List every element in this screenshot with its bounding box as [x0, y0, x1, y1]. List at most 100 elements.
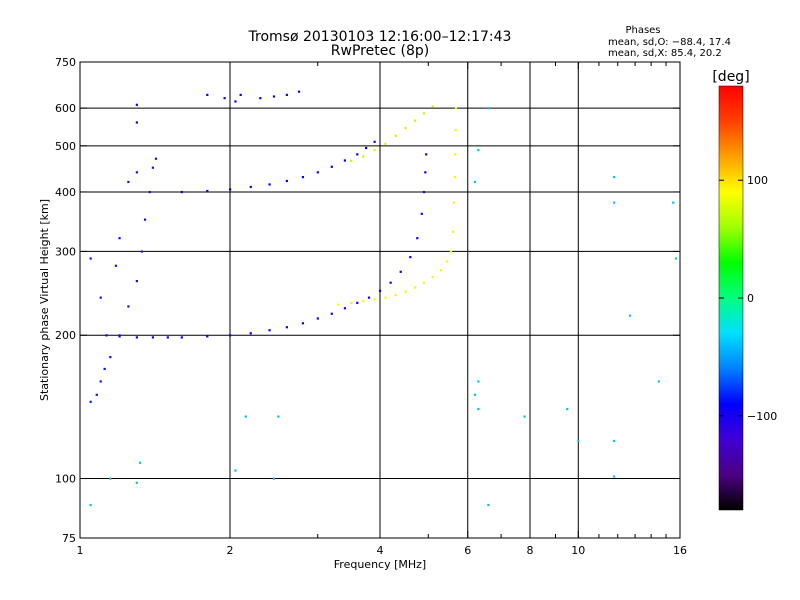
data-point [272, 95, 276, 98]
x-tick-label: 1 [77, 544, 84, 557]
data-point [135, 481, 138, 484]
data-point [277, 415, 280, 418]
data-point [89, 503, 92, 507]
data-point [439, 269, 443, 272]
data-point [285, 179, 288, 183]
data-point [234, 469, 237, 472]
data-point [413, 286, 417, 289]
data-point [362, 300, 365, 303]
data-point [629, 314, 632, 317]
data-point [109, 356, 112, 359]
data-point [223, 97, 226, 100]
data-point [143, 218, 147, 221]
x-tick-label: 10 [571, 544, 585, 557]
data-point [431, 276, 434, 279]
data-point [151, 166, 155, 169]
data-point [234, 100, 237, 103]
data-point [135, 171, 138, 174]
data-point [99, 380, 102, 383]
data-point [477, 407, 480, 411]
data-point [343, 159, 347, 162]
stats-line-x: mean, sd,X: 85.4, 20.2 [608, 48, 722, 59]
data-point [404, 290, 407, 293]
data-point [103, 367, 106, 371]
x-axis-label: Frequency [MHz] [334, 558, 426, 571]
axis-ticks: 1 2 4 6 8 10 16 75 100 200 300 400 500 600 750 [55, 56, 687, 557]
data-point [301, 175, 305, 179]
data-point [422, 281, 426, 284]
data-point [373, 140, 376, 143]
data-point [206, 189, 209, 193]
data-point [425, 153, 428, 156]
data-point [105, 334, 108, 337]
data-point [140, 250, 143, 253]
grid-lines [80, 62, 680, 538]
data-point [297, 90, 301, 93]
data-point [453, 175, 456, 179]
data-point [114, 264, 118, 267]
data-point [343, 307, 347, 310]
data-point [89, 257, 92, 260]
data-point [239, 93, 242, 96]
data-point [135, 121, 138, 124]
data-point [206, 93, 209, 96]
data-point [657, 380, 660, 383]
y-axis-label: Stationary phase Virtual Height [km] [38, 199, 51, 401]
data-point [613, 475, 616, 478]
data-point [413, 119, 417, 122]
data-point [454, 107, 458, 110]
data-point [613, 201, 616, 204]
data-point [379, 289, 382, 292]
data-point [356, 301, 359, 304]
chart-title: Tromsø 20130103 12:16:00–12:17:43 [248, 29, 512, 45]
data-point [577, 439, 580, 443]
x-tick-label: 16 [673, 544, 687, 557]
colorbar-tick-label: 0 [747, 292, 754, 305]
data-point [180, 190, 183, 194]
y-tick-label: 750 [55, 56, 76, 69]
x-tick-label: 4 [377, 544, 384, 557]
data-point [356, 153, 359, 156]
data-point [229, 188, 232, 191]
data-point [135, 280, 138, 283]
data-point [249, 332, 252, 335]
data-point [95, 393, 98, 396]
data-point [330, 165, 333, 168]
y-tick-label: 500 [55, 140, 76, 153]
y-tick-label: 100 [55, 473, 76, 486]
data-point [613, 175, 616, 179]
colorbar-label: [deg] [712, 69, 749, 85]
data-points [89, 90, 678, 507]
y-tick-label: 300 [55, 245, 76, 258]
data-point [422, 112, 426, 115]
data-point [394, 134, 397, 137]
data-point [127, 305, 130, 308]
data-point [139, 461, 142, 464]
data-point [452, 201, 456, 204]
data-point [477, 148, 480, 152]
data-point [272, 477, 276, 480]
data-point [301, 322, 305, 325]
data-point [365, 146, 368, 150]
data-point [613, 439, 616, 443]
data-point [350, 301, 353, 304]
y-tick-label: 200 [55, 329, 76, 342]
data-point [674, 257, 678, 260]
data-point [449, 250, 453, 253]
data-point [285, 326, 288, 329]
data-point [566, 407, 569, 411]
data-point [373, 298, 376, 301]
data-point [99, 296, 102, 299]
data-point [268, 183, 271, 186]
data-point [148, 190, 151, 194]
colorbar-tick-label: −100 [747, 410, 777, 423]
stats-heading: Phases [625, 25, 660, 36]
data-point [118, 334, 121, 337]
data-point [424, 171, 427, 174]
data-point [422, 190, 426, 194]
data-point [454, 153, 457, 156]
data-point [389, 281, 392, 284]
y-tick-label: 400 [55, 186, 76, 199]
data-point [337, 303, 340, 306]
